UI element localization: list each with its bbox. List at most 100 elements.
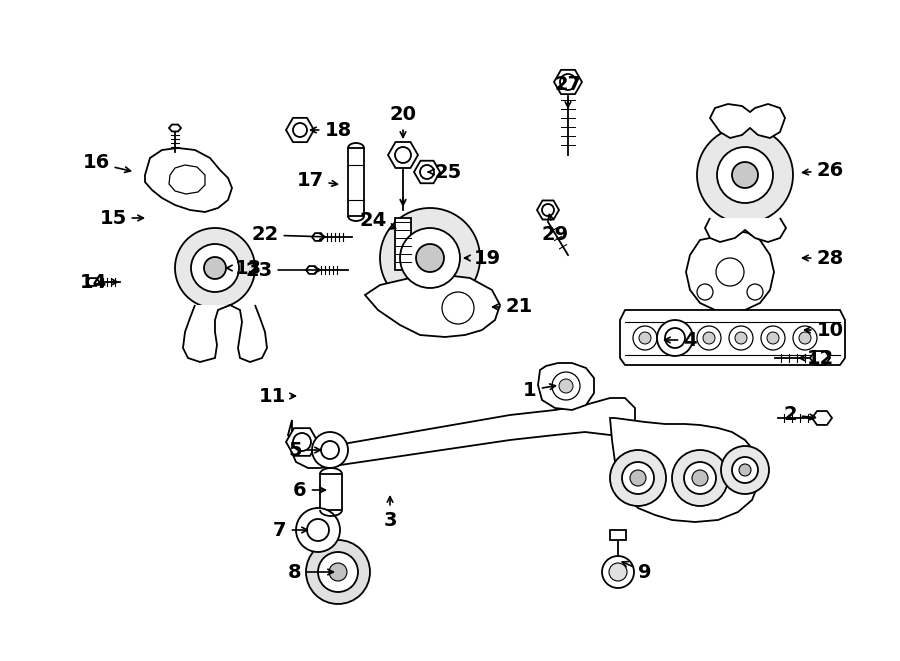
Circle shape	[416, 244, 444, 272]
Text: 20: 20	[390, 106, 417, 137]
Circle shape	[703, 332, 715, 344]
Circle shape	[622, 462, 654, 494]
Polygon shape	[365, 275, 500, 337]
Bar	[395, 218, 411, 270]
Polygon shape	[169, 124, 181, 132]
Circle shape	[560, 74, 576, 90]
Polygon shape	[388, 142, 418, 168]
Circle shape	[542, 204, 554, 216]
Circle shape	[717, 147, 773, 203]
Circle shape	[312, 432, 348, 468]
Bar	[610, 530, 626, 540]
Bar	[348, 148, 364, 216]
Polygon shape	[169, 165, 205, 194]
Text: 26: 26	[803, 161, 843, 180]
Text: 27: 27	[554, 75, 581, 107]
Circle shape	[639, 332, 651, 344]
Circle shape	[609, 563, 627, 581]
Circle shape	[793, 326, 817, 350]
Text: 7: 7	[274, 520, 308, 539]
Circle shape	[293, 123, 307, 137]
Circle shape	[799, 332, 811, 344]
Polygon shape	[286, 428, 318, 456]
Circle shape	[400, 228, 460, 288]
Text: 9: 9	[622, 562, 652, 582]
Text: 2: 2	[783, 405, 815, 424]
Circle shape	[318, 552, 358, 592]
Circle shape	[739, 464, 751, 476]
Text: 28: 28	[803, 249, 843, 268]
Circle shape	[630, 470, 646, 486]
Circle shape	[684, 462, 716, 494]
Text: 1: 1	[523, 381, 555, 399]
Circle shape	[767, 332, 779, 344]
Circle shape	[697, 284, 713, 300]
Circle shape	[729, 326, 753, 350]
Circle shape	[442, 292, 474, 324]
Text: 4: 4	[664, 330, 697, 350]
Circle shape	[610, 450, 666, 506]
Circle shape	[665, 326, 689, 350]
Text: 10: 10	[805, 321, 843, 340]
Circle shape	[293, 433, 311, 451]
Text: 21: 21	[492, 297, 533, 317]
Polygon shape	[538, 363, 594, 410]
Circle shape	[306, 540, 370, 604]
Circle shape	[732, 162, 758, 188]
Circle shape	[191, 244, 239, 292]
Circle shape	[602, 556, 634, 588]
Polygon shape	[145, 148, 232, 212]
Text: 14: 14	[79, 272, 117, 292]
Polygon shape	[812, 411, 832, 425]
Text: 13: 13	[227, 258, 262, 278]
Circle shape	[692, 470, 708, 486]
Text: 29: 29	[542, 214, 569, 245]
Circle shape	[633, 326, 657, 350]
Circle shape	[732, 457, 758, 483]
Polygon shape	[86, 278, 100, 286]
Polygon shape	[414, 161, 440, 183]
Text: 17: 17	[296, 171, 338, 190]
Text: 16: 16	[83, 153, 130, 173]
Text: 23: 23	[246, 260, 320, 280]
Circle shape	[559, 379, 573, 393]
Text: 18: 18	[310, 120, 352, 139]
Text: 8: 8	[288, 563, 333, 582]
Circle shape	[204, 257, 226, 279]
Text: 25: 25	[428, 163, 462, 182]
Text: 24: 24	[359, 210, 396, 229]
Polygon shape	[710, 104, 785, 138]
Text: 11: 11	[258, 387, 295, 405]
Circle shape	[552, 372, 580, 400]
Circle shape	[657, 320, 693, 356]
Text: 15: 15	[99, 208, 143, 227]
Text: 22: 22	[251, 225, 326, 245]
Circle shape	[329, 563, 347, 581]
Circle shape	[735, 332, 747, 344]
Polygon shape	[286, 118, 314, 142]
Circle shape	[671, 332, 683, 344]
Text: 12: 12	[799, 348, 833, 368]
Polygon shape	[288, 398, 635, 468]
Polygon shape	[306, 266, 318, 274]
Bar	[320, 474, 342, 510]
Circle shape	[395, 147, 411, 163]
Polygon shape	[620, 310, 845, 365]
Circle shape	[307, 519, 329, 541]
Text: 19: 19	[464, 249, 500, 268]
Circle shape	[321, 441, 339, 459]
Circle shape	[747, 284, 763, 300]
Polygon shape	[686, 230, 774, 312]
Circle shape	[296, 508, 340, 552]
Circle shape	[672, 450, 728, 506]
Polygon shape	[537, 200, 559, 219]
Circle shape	[721, 446, 769, 494]
Polygon shape	[554, 70, 582, 94]
Polygon shape	[610, 418, 760, 522]
Circle shape	[716, 258, 744, 286]
Circle shape	[665, 328, 685, 348]
Polygon shape	[183, 305, 267, 362]
Circle shape	[761, 326, 785, 350]
Circle shape	[175, 228, 255, 308]
Polygon shape	[312, 233, 324, 241]
